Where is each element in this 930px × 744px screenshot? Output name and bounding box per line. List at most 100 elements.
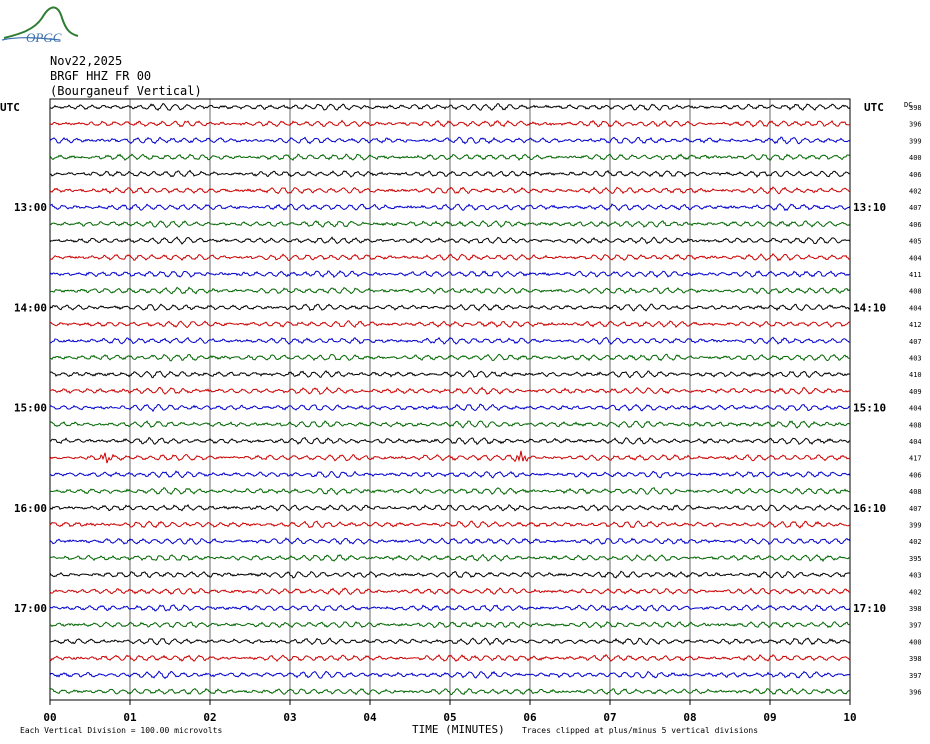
dc-offset-value: 400 bbox=[909, 638, 922, 646]
x-tick-label: 06 bbox=[523, 711, 537, 724]
dc-offset-value: 412 bbox=[909, 321, 922, 329]
right-hour-label: 15:10 bbox=[853, 402, 886, 415]
dc-offset-value: 406 bbox=[909, 221, 922, 229]
seismic-trace bbox=[49, 436, 851, 445]
dc-offset-value: 411 bbox=[909, 271, 922, 279]
left-hour-label: 13:00 bbox=[14, 201, 47, 214]
dc-offset-value: 408 bbox=[909, 421, 922, 429]
dc-offset-value: 404 bbox=[909, 254, 922, 262]
seismic-trace bbox=[49, 403, 851, 413]
seismic-trace bbox=[49, 119, 851, 128]
seismic-trace bbox=[49, 420, 851, 429]
footer-clip-note: Traces clipped at plus/minus 5 vertical … bbox=[522, 726, 758, 735]
dc-offset-value: 404 bbox=[909, 405, 922, 413]
x-tick-label: 00 bbox=[43, 711, 56, 724]
dc-offset-value: 404 bbox=[909, 438, 922, 446]
dc-column-label: DC bbox=[904, 101, 912, 109]
seismic-trace bbox=[49, 553, 851, 563]
right-hour-label: 13:10 bbox=[853, 201, 886, 214]
seismic-trace bbox=[49, 303, 851, 312]
trace-group bbox=[49, 102, 851, 696]
seismic-trace bbox=[49, 537, 851, 546]
seismic-trace bbox=[49, 670, 851, 680]
seismic-trace bbox=[49, 203, 851, 212]
right-hour-label: 17:10 bbox=[853, 602, 886, 615]
dc-offset-value: 399 bbox=[909, 522, 922, 530]
dc-offset-value: 406 bbox=[909, 471, 922, 479]
x-tick-label: 02 bbox=[203, 711, 216, 724]
left-hour-label: 15:00 bbox=[14, 402, 47, 415]
dc-offset-value: 407 bbox=[909, 505, 922, 513]
seismic-trace bbox=[49, 220, 851, 228]
dc-offset-value: 408 bbox=[909, 488, 922, 496]
left-hour-label: 14:00 bbox=[14, 301, 47, 314]
seismic-trace bbox=[49, 353, 851, 362]
seismic-trace bbox=[49, 270, 851, 279]
seismic-trace bbox=[49, 604, 851, 612]
seismic-trace bbox=[49, 370, 851, 379]
logo-swoosh-icon bbox=[1, 37, 61, 41]
dc-offset-value: 407 bbox=[909, 338, 922, 346]
left-hour-label: 17:00 bbox=[14, 602, 47, 615]
dc-offset-value: 410 bbox=[909, 371, 922, 379]
seismic-trace bbox=[49, 653, 851, 663]
logo-text: OPGC bbox=[26, 30, 62, 45]
dc-offset-value: 402 bbox=[909, 188, 922, 196]
label-group: 00 01 02 03 04 05 06 07 08 09 10 13:00 14:00 15:00 16:… bbox=[14, 104, 922, 724]
left-hour-label: 16:00 bbox=[14, 502, 47, 515]
seismic-trace bbox=[49, 687, 851, 696]
seismic-trace bbox=[49, 587, 851, 596]
seismic-trace bbox=[49, 286, 851, 295]
dc-offset-value: 397 bbox=[909, 672, 922, 680]
seismic-trace bbox=[49, 320, 851, 329]
plot-grid bbox=[49, 98, 851, 705]
dc-offset-value: 406 bbox=[909, 171, 922, 179]
right-hour-label: 16:10 bbox=[853, 502, 886, 515]
seismic-trace bbox=[49, 470, 851, 479]
logo-mountain-icon bbox=[3, 6, 79, 39]
seismic-trace bbox=[49, 570, 851, 579]
dc-offset-value: 397 bbox=[909, 622, 922, 630]
dc-offset-value: 396 bbox=[909, 689, 922, 697]
x-tick-label: 10 bbox=[843, 711, 856, 724]
dc-offset-value: 405 bbox=[909, 238, 922, 246]
dc-offset-value: 407 bbox=[909, 204, 922, 212]
seismic-trace bbox=[49, 169, 851, 178]
x-tick-label: 08 bbox=[683, 711, 696, 724]
dc-offset-value: 402 bbox=[909, 538, 922, 546]
x-tick-label: 03 bbox=[283, 711, 296, 724]
dc-offset-value: 398 bbox=[909, 104, 922, 112]
plot-date: Nov22,2025 bbox=[50, 54, 123, 68]
dc-offset-value: 395 bbox=[909, 555, 922, 563]
dc-offset-value: 403 bbox=[909, 572, 922, 580]
opgc-logo: OPGC bbox=[1, 6, 79, 45]
dc-offset-value: 404 bbox=[909, 304, 922, 312]
seismic-trace bbox=[49, 236, 851, 245]
dc-offset-value: 409 bbox=[909, 388, 922, 396]
dc-offset-value: 403 bbox=[909, 355, 922, 363]
dc-offset-value: 396 bbox=[909, 121, 922, 129]
seismic-trace bbox=[49, 386, 851, 395]
x-tick-label: 09 bbox=[763, 711, 776, 724]
seismic-trace bbox=[49, 186, 851, 195]
seismic-trace bbox=[49, 504, 851, 512]
x-tick-label: 05 bbox=[443, 711, 456, 724]
seismic-trace bbox=[49, 252, 851, 262]
x-tick-label: 04 bbox=[363, 711, 377, 724]
seismic-trace bbox=[49, 336, 851, 345]
dc-offset-value: 417 bbox=[909, 455, 922, 463]
right-timezone-label: UTC bbox=[864, 101, 884, 114]
seismic-trace bbox=[49, 637, 851, 646]
seismic-trace bbox=[49, 487, 851, 496]
seismic-trace bbox=[49, 102, 851, 112]
dc-offset-value: 408 bbox=[909, 288, 922, 296]
seismic-trace bbox=[49, 153, 851, 162]
station-code: BRGF HHZ FR 00 bbox=[50, 69, 152, 83]
dc-offset-value: 399 bbox=[909, 137, 922, 145]
seismic-trace bbox=[49, 520, 851, 529]
dc-offset-value: 398 bbox=[909, 655, 922, 663]
right-hour-label: 14:10 bbox=[853, 301, 886, 314]
left-timezone-label: UTC bbox=[0, 101, 20, 114]
dc-offset-value: 400 bbox=[909, 154, 922, 162]
